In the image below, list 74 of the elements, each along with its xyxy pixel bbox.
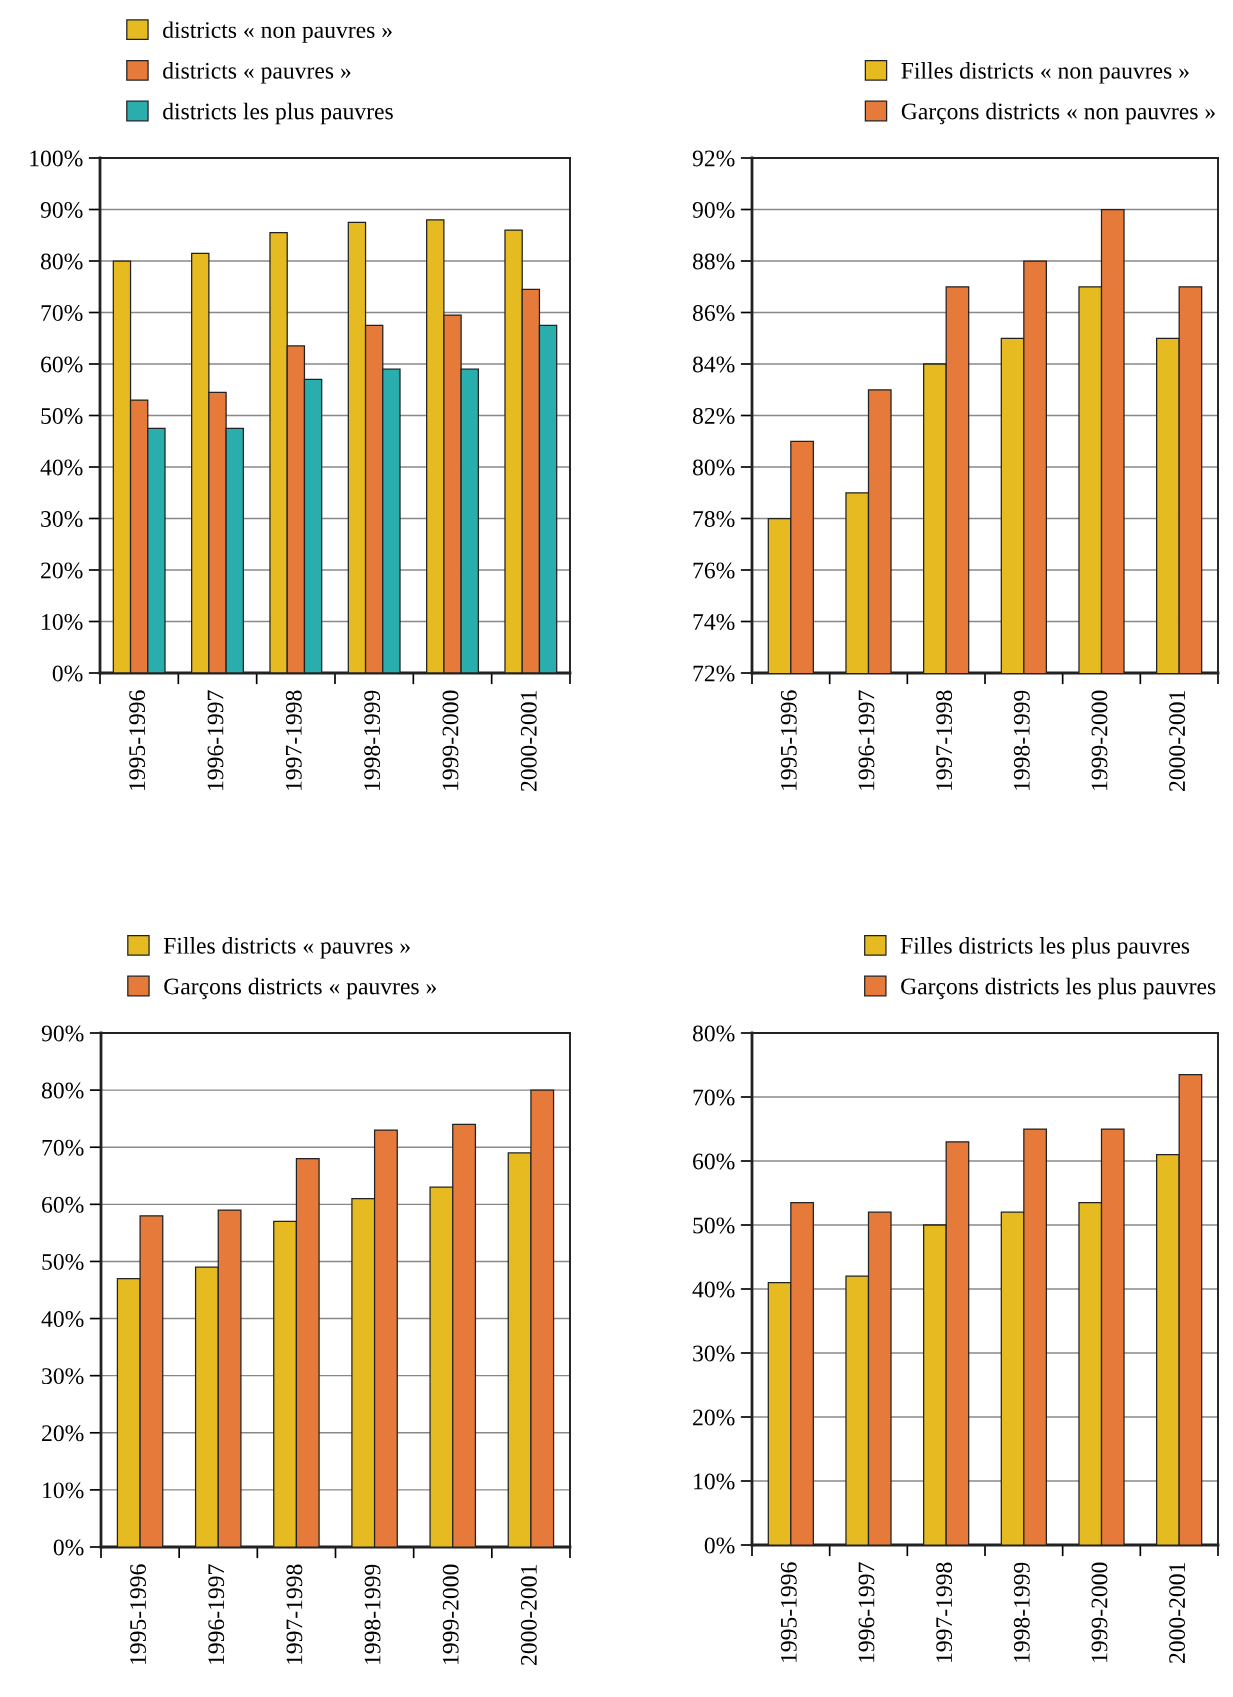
y-tick-label: 10% [42, 613, 83, 630]
x-tick-label: 1996-1997 [207, 690, 224, 790]
y-tick-label: 84% [692, 356, 735, 373]
y-tick-label: 40% [692, 1281, 735, 1298]
legend-label: Garçons districts les plus pauvres [901, 977, 1216, 1000]
x-tick-label: 1995-1996 [130, 1564, 146, 1664]
y-tick-label: 30% [693, 1345, 735, 1362]
y-tick-label: 80% [692, 1025, 735, 1042]
x-tick-label: 2000-2001 [520, 1565, 537, 1665]
x-tick-label: 2000-2001 [520, 691, 537, 791]
x-tick-label: 1997-1998 [936, 690, 953, 790]
y-tick-label: 0% [52, 665, 83, 682]
y-tick-label: 78% [693, 510, 735, 527]
y-tick-label: 20% [42, 1425, 84, 1442]
legend-label: districts les plus pauvres [163, 102, 393, 125]
y-tick-label: 60% [693, 1153, 735, 1170]
y-tick-label: 60% [41, 356, 83, 373]
x-tick-label: 2000-2001 [1169, 1563, 1186, 1663]
y-tick-label: 100% [30, 150, 83, 167]
y-tick-label: 0% [704, 1537, 735, 1554]
x-tick-label: 1995-1996 [780, 690, 797, 790]
y-tick-label: 60% [42, 1196, 84, 1213]
x-tick-label: 1996-1997 [208, 1564, 225, 1664]
x-tick-label: 1995-1996 [129, 690, 146, 790]
y-tick-label: 40% [40, 459, 83, 476]
y-tick-label: 30% [41, 510, 83, 527]
y-tick-label: 70% [42, 1139, 84, 1156]
y-tick-label: 10% [694, 1473, 735, 1490]
y-tick-label: 90% [41, 1025, 84, 1042]
legend-label: districts « non pauvres » [163, 21, 392, 43]
y-tick-label: 50% [41, 407, 83, 424]
x-tick-label: 1999-2000 [1091, 1562, 1108, 1662]
x-tick-label: 1998-1999 [364, 690, 381, 790]
y-tick-label: 40% [41, 1311, 84, 1328]
x-tick-label: 1996-1997 [858, 1562, 875, 1662]
x-tick-label: 1995-1996 [780, 1562, 797, 1662]
y-tick-label: 92% [692, 150, 735, 167]
legend-label: Garçons districts « non pauvres » [901, 102, 1215, 125]
y-tick-label: 50% [42, 1253, 84, 1270]
legend-label: districts « pauvres » [163, 62, 351, 84]
legend-label: Garçons districts « pauvres » [164, 977, 436, 1000]
x-tick-label: 1997-1998 [286, 1564, 303, 1664]
x-tick-label: 1997-1998 [285, 690, 302, 790]
legend-label: Filles districts « pauvres » [163, 937, 410, 959]
x-tick-label: 1996-1997 [858, 690, 875, 790]
legend-label: Filles districts les plus pauvres [900, 937, 1190, 959]
y-tick-label: 86% [692, 304, 735, 321]
y-tick-label: 72% [693, 665, 735, 682]
y-tick-label: 90% [40, 201, 83, 218]
x-tick-label: 1999-2000 [442, 690, 459, 790]
x-tick-label: 2000-2001 [1169, 691, 1186, 791]
legend-label: Filles districts « non pauvres » [901, 62, 1189, 84]
y-tick-label: 30% [42, 1368, 84, 1385]
y-tick-label: 76% [693, 562, 735, 579]
y-tick-label: 10% [43, 1482, 84, 1499]
x-tick-label: 1999-2000 [442, 1564, 459, 1664]
x-tick-label: 1998-1999 [364, 1564, 381, 1664]
y-tick-label: 70% [693, 1089, 735, 1106]
x-tick-label: 1998-1999 [1013, 1562, 1030, 1662]
y-tick-label: 20% [693, 1409, 735, 1426]
y-tick-label: 80% [692, 459, 735, 476]
y-tick-label: 90% [692, 201, 735, 218]
y-tick-label: 0% [53, 1539, 84, 1556]
y-tick-label: 70% [41, 304, 83, 321]
y-tick-label: 80% [40, 253, 83, 270]
y-tick-label: 80% [41, 1082, 84, 1099]
x-tick-label: 1997-1998 [936, 1562, 953, 1662]
y-tick-label: 88% [692, 253, 735, 270]
x-tick-label: 1999-2000 [1091, 690, 1108, 790]
y-tick-label: 74% [693, 613, 735, 630]
y-tick-label: 82% [692, 407, 735, 424]
x-tick-label: 1998-1999 [1013, 690, 1030, 790]
y-tick-label: 20% [41, 562, 83, 579]
y-tick-label: 50% [693, 1217, 735, 1234]
